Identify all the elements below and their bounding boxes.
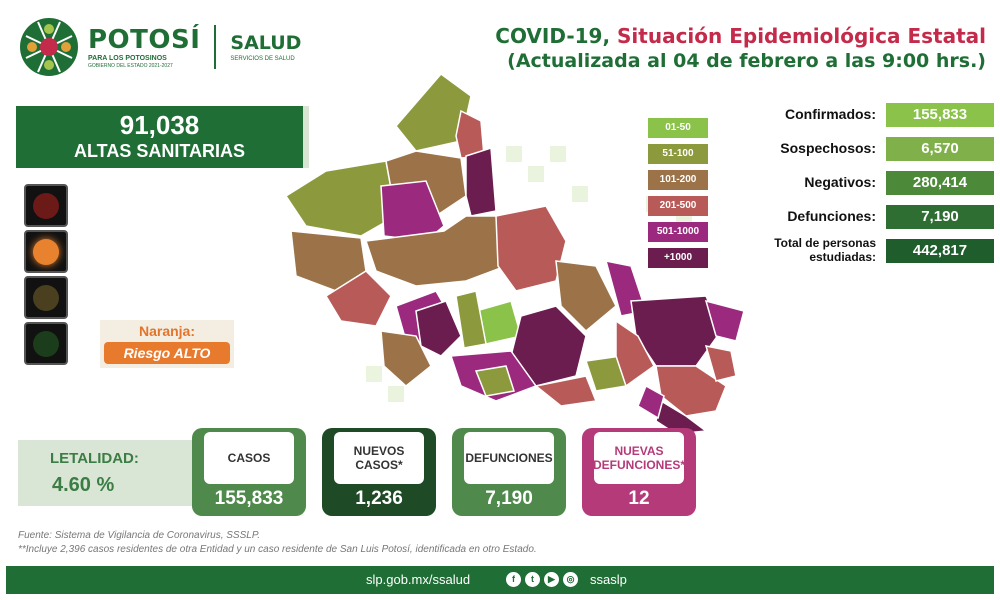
legend-item-5: +1000	[648, 248, 708, 268]
map-region	[284, 160, 397, 237]
map-region	[495, 205, 567, 292]
stat-label: Total de personas estudiadas:	[774, 236, 876, 264]
legend-item-0: 01-50	[648, 118, 708, 138]
altas-label: ALTAS SANITARIAS	[74, 141, 245, 161]
stat-defunciones: Defunciones: 7,190	[736, 202, 994, 236]
card-value: 12	[628, 488, 650, 509]
map-region	[534, 375, 598, 407]
card-defunciones: DEFUNCIONES 7,190	[452, 428, 566, 516]
map-region	[555, 260, 617, 333]
card-label: NUEVOS CASOS*	[353, 444, 405, 472]
letalidad-label: LETALIDAD:	[50, 450, 139, 467]
legend-item-1: 51-100	[648, 144, 708, 164]
stat-value: 442,817	[886, 239, 994, 263]
source-note: Fuente: Sistema de Vigilancia de Coronav…	[18, 530, 260, 541]
altas-sanitarias-box: 91,038 ALTAS SANITARIAS	[16, 106, 309, 168]
stat-confirmados: Confirmados: 155,833	[736, 100, 994, 134]
legend-item-4: 501-1000	[648, 222, 708, 242]
footer-url-link[interactable]: slp.gob.mx/ssalud	[366, 572, 471, 587]
footer-bar: slp.gob.mx/ssalud f t ▶ ◎ ssaslp	[6, 566, 994, 594]
stat-negativos: Negativos: 280,414	[736, 168, 994, 202]
map-region	[415, 300, 462, 357]
stat-label: Negativos:	[804, 174, 876, 190]
map-region	[615, 319, 655, 388]
government-logo: POTOSÍ PARA LOS POTOSINOS GOBIERNO DEL E…	[18, 16, 301, 78]
stat-label: Confirmados:	[785, 106, 876, 122]
title-updated: (Actualizada al 04 de febrero a las 9:00…	[507, 50, 986, 72]
card-label: DEFUNCIONES	[465, 451, 553, 465]
card-casos: CASOS 155,833	[192, 428, 306, 516]
title-main: Situación Epidemiológica Estatal	[617, 24, 986, 48]
social-icons: f t ▶ ◎	[506, 572, 582, 587]
infographic: POTOSÍ PARA LOS POTOSINOS GOBIERNO DEL E…	[6, 6, 994, 594]
card-value: 7,190	[485, 488, 533, 509]
stat-total-estudiadas: Total de personas estudiadas: 442,817	[736, 236, 994, 270]
brand-subtitle: PARA LOS POTOSINOS	[88, 55, 167, 62]
footnote: **Incluye 2,396 casos residentes de otra…	[18, 544, 537, 555]
brand-gov: GOBIERNO DEL ESTADO 2021-2027	[88, 63, 173, 69]
map-region	[704, 299, 745, 342]
traffic-light-green	[24, 322, 68, 365]
stats-panel: Confirmados: 155,833 Sospechosos: 6,570 …	[736, 100, 994, 270]
logo-divider	[214, 25, 217, 69]
traffic-light-yellow	[24, 276, 68, 319]
potosi-emblem-icon	[20, 18, 78, 76]
stat-value: 6,570	[886, 137, 994, 161]
twitter-icon[interactable]: t	[525, 572, 540, 587]
letalidad-box: LETALIDAD: 4.60 %	[18, 440, 192, 506]
stat-value: 280,414	[886, 171, 994, 195]
stat-value: 7,190	[886, 205, 994, 229]
map-region	[474, 365, 515, 397]
card-nuevos-casos: NUEVOS CASOS* 1,236	[322, 428, 436, 516]
facebook-icon[interactable]: f	[506, 572, 521, 587]
stat-sospechosos: Sospechosos: 6,570	[736, 134, 994, 168]
youtube-icon[interactable]: ▶	[544, 572, 559, 587]
map-region	[324, 270, 392, 327]
map-region	[637, 384, 665, 420]
stat-value: 155,833	[886, 103, 994, 127]
card-nuevas-defunciones: NUEVAS DEFUNCIONES* 12	[582, 428, 696, 516]
legend-item-2: 101-200	[648, 170, 708, 190]
stat-label: Defunciones:	[787, 208, 876, 224]
altas-value: 91,038	[119, 110, 200, 140]
risk-label: Naranja:	[138, 323, 196, 339]
card-value: 155,833	[214, 488, 284, 509]
traffic-light	[24, 184, 70, 366]
card-label: NUEVAS DEFUNCIONES*	[593, 444, 686, 472]
traffic-light-red	[24, 184, 68, 227]
page-title: COVID-19, Situación Epidemiológica Estat…	[495, 24, 986, 72]
stat-label: Sospechosos:	[780, 140, 876, 156]
instagram-icon[interactable]: ◎	[563, 572, 578, 587]
map-region	[455, 290, 487, 349]
card-value: 1,236	[355, 488, 403, 509]
map-legend: 01-50 51-100 101-200 201-500 501-1000 +1…	[648, 118, 708, 274]
salud-name: SALUD	[230, 32, 302, 54]
card-label: CASOS	[227, 451, 271, 465]
risk-level: Riesgo ALTO	[104, 342, 230, 364]
letalidad-value: 4.60 %	[52, 474, 115, 496]
map-region	[465, 146, 497, 217]
brand-name: POTOSÍ	[88, 25, 201, 55]
risk-indicator: Naranja: Riesgo ALTO	[100, 320, 234, 368]
salud-sub: SERVICIOS DE SALUD	[230, 56, 295, 62]
traffic-light-orange	[24, 230, 68, 273]
map-region	[380, 330, 432, 387]
title-prefix: COVID-19,	[495, 24, 611, 48]
footer-handle[interactable]: ssaslp	[590, 572, 627, 587]
map-region	[704, 345, 737, 382]
legend-item-3: 201-500	[648, 196, 708, 216]
